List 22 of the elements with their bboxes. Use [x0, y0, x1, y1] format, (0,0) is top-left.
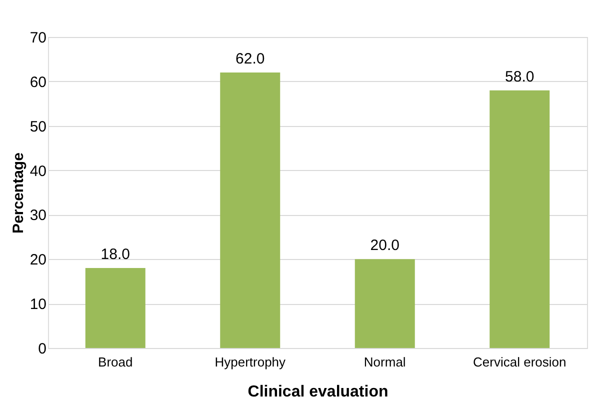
data-label: 20.0 [370, 237, 400, 254]
x-tick-label: Cervical erosion [473, 354, 566, 370]
y-tick-label: 10 [30, 296, 46, 314]
y-tick-label: 60 [30, 74, 46, 91]
x-tick-label: Broad [98, 354, 133, 370]
bar [490, 90, 550, 348]
y-tick-label: 20 [30, 252, 46, 269]
y-axis-title: Percentage [10, 152, 27, 234]
y-tick-label: 70 [30, 30, 46, 46]
data-label: 18.0 [100, 246, 130, 264]
bar [85, 268, 146, 348]
bar [220, 72, 280, 348]
bar [354, 259, 415, 348]
x-tick-label: Normal [364, 354, 406, 370]
y-tick-label: 40 [30, 162, 46, 180]
data-label: 62.0 [236, 50, 265, 68]
data-label: 58.0 [505, 68, 534, 86]
y-tick-label: 30 [30, 207, 46, 224]
x-tick-label: Hypertrophy [214, 354, 286, 370]
x-axis-title: Clinical evaluation [248, 384, 388, 400]
y-tick-label: 50 [30, 118, 46, 136]
y-tick-label: 0 [38, 340, 46, 358]
